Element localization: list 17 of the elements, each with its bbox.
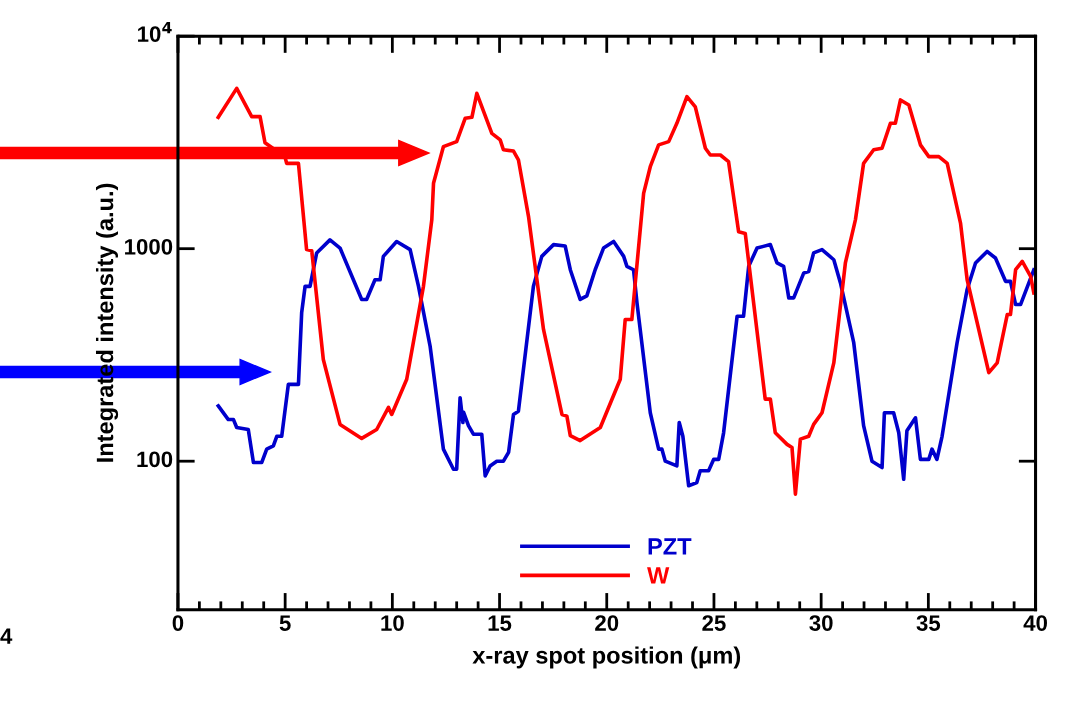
x-axis-title: x-ray spot position (μm): [472, 646, 741, 669]
x-tick-label: 10: [381, 615, 404, 631]
y-axis-title: Integrated intensity (a.u.): [95, 183, 119, 462]
x-tick-label: 20: [595, 615, 619, 631]
legend-label: W: [647, 567, 670, 584]
y-tick-label: 10$^{4}$: [138, 21, 172, 42]
y-tick-label: 1000: [125, 238, 173, 255]
x-tick-label: 40: [1023, 615, 1047, 631]
x-tick-label: 25: [702, 615, 726, 631]
x-tick-label: 0: [172, 615, 184, 631]
x-tick-label: 35: [916, 615, 941, 631]
y-tick-label: 100: [137, 451, 173, 468]
x-tick-label: 5: [279, 615, 291, 631]
text: 4: [0, 628, 13, 644]
legend-label: PZT: [648, 538, 692, 555]
x-tick-label: 15: [488, 615, 512, 631]
x-tick-label: 30: [809, 615, 833, 631]
